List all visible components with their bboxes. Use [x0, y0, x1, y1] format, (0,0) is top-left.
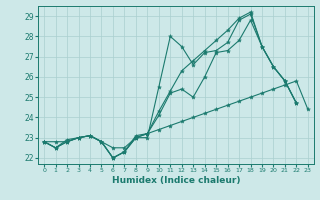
- X-axis label: Humidex (Indice chaleur): Humidex (Indice chaleur): [112, 176, 240, 185]
